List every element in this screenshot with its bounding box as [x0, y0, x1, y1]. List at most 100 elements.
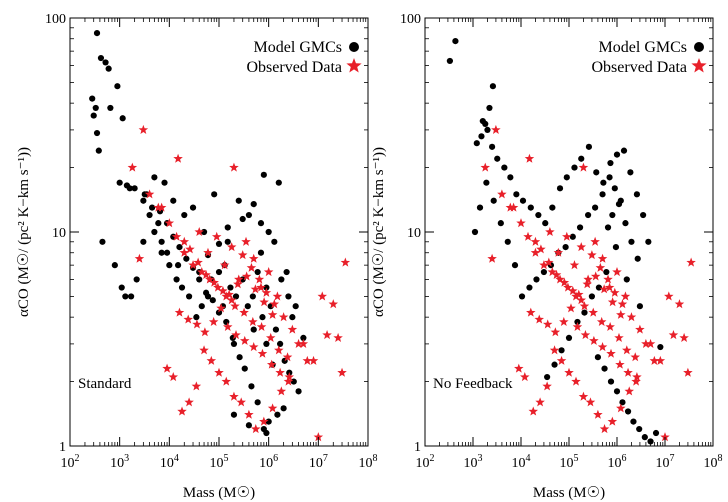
data-point-observed [248, 316, 258, 326]
data-point-observed [576, 242, 587, 252]
data-point-observed [578, 162, 589, 172]
data-point-observed [254, 274, 265, 284]
data-point-model-gmc [519, 197, 527, 204]
data-point-observed [607, 297, 618, 307]
data-point-observed [267, 403, 278, 413]
data-point-observed [528, 406, 539, 416]
data-point-model-gmc [574, 318, 581, 326]
data-point-model-gmc [535, 211, 542, 219]
data-point-model-gmc [215, 309, 223, 316]
data-point-observed [597, 253, 608, 263]
data-point-model-gmc [272, 326, 280, 333]
x-tick-label: 105 [560, 453, 579, 471]
data-point-observed [171, 231, 182, 241]
data-point-model-gmc [490, 197, 497, 204]
data-point-observed [590, 236, 600, 246]
y-axis-label: αCO (M☉/ (pc² K−km s⁻¹)) [371, 147, 387, 317]
data-point-model-gmc [652, 429, 660, 437]
data-point-observed [571, 376, 581, 386]
data-point-observed [544, 257, 554, 267]
data-point-model-gmc [569, 233, 576, 240]
data-point-model-gmc [249, 293, 256, 300]
data-point-model-gmc [183, 255, 190, 262]
data-point-model-gmc [600, 179, 607, 186]
data-point-model-gmc [275, 179, 282, 186]
data-point-observed [596, 316, 607, 326]
series-model-gmcs [89, 29, 307, 437]
data-point-model-gmc [128, 293, 135, 300]
data-point-model-gmc [636, 303, 644, 310]
data-point-observed [597, 342, 608, 352]
data-point-model-gmc [149, 204, 156, 211]
data-point-model-gmc [549, 204, 556, 211]
data-point-model-gmc [612, 244, 620, 251]
data-point-model-gmc [471, 228, 479, 236]
data-point-observed [164, 218, 175, 228]
data-point-observed [614, 332, 624, 342]
panel-label: Standard [78, 376, 132, 392]
data-point-model-gmc [211, 191, 218, 198]
data-point-observed [256, 321, 267, 331]
data-point-observed [188, 260, 198, 270]
data-point-model-gmc [250, 326, 257, 333]
data-point-model-gmc [230, 340, 238, 347]
data-point-model-gmc [173, 276, 180, 283]
data-point-model-gmc [542, 220, 549, 227]
data-point-model-gmc [119, 115, 126, 122]
data-point-observed [192, 319, 202, 329]
data-point-model-gmc [140, 197, 147, 204]
data-point-observed [313, 432, 324, 442]
data-point-model-gmc [230, 411, 238, 418]
data-point-observed [487, 253, 497, 263]
data-point-model-gmc [647, 438, 654, 445]
data-point-model-gmc [215, 240, 223, 247]
data-point-observed [259, 297, 269, 307]
data-point-model-gmc [479, 117, 486, 125]
x-axis-label: Mass (M☉) [533, 485, 605, 501]
data-point-observed [585, 397, 596, 407]
legend-marker-star [691, 58, 707, 73]
data-point-observed [322, 330, 332, 340]
data-point-model-gmc [289, 314, 296, 321]
data-point-observed [241, 271, 252, 281]
legend: Model GMCs Observed Data [246, 39, 362, 76]
data-point-model-gmc [161, 179, 168, 186]
data-point-model-gmc [170, 197, 177, 204]
y-tick-label: 100 [45, 12, 66, 27]
data-point-observed [610, 287, 620, 297]
data-point-observed [589, 335, 599, 345]
data-point-observed [555, 274, 565, 284]
data-point-model-gmc [174, 262, 182, 269]
data-point-observed [256, 282, 266, 292]
data-point-model-gmc [158, 238, 165, 245]
data-point-observed [185, 244, 195, 254]
data-point-model-gmc [518, 293, 526, 300]
data-point-model-gmc [609, 211, 616, 219]
data-point-model-gmc [620, 147, 628, 154]
chart-panel-1: 102 103 104 105 106 107 108 1 10 100 Mass (M☉) αCO … [16, 12, 378, 501]
data-point-model-gmc [107, 104, 114, 112]
legend-label-model-gmcs: Model GMCs [599, 39, 687, 56]
data-point-observed [244, 409, 254, 419]
data-point-model-gmc [640, 211, 647, 219]
data-point-model-gmc [486, 104, 493, 112]
data-point-observed [153, 202, 164, 212]
data-point-observed [635, 324, 645, 334]
data-point-observed [203, 247, 213, 257]
data-point-observed [539, 260, 549, 270]
data-point-model-gmc [607, 378, 615, 385]
data-point-model-gmc [235, 197, 242, 204]
data-point-model-gmc [292, 303, 299, 310]
data-point-model-gmc [140, 238, 147, 245]
data-point-model-gmc [562, 244, 569, 251]
data-point-observed [542, 381, 552, 391]
data-point-model-gmc [489, 83, 497, 90]
data-point-observed [660, 432, 670, 442]
data-point-observed [674, 299, 685, 309]
data-point-observed [683, 367, 693, 377]
data-point-observed [576, 295, 587, 305]
data-point-observed [250, 284, 261, 294]
data-point-model-gmc [224, 224, 231, 231]
data-point-observed [599, 424, 610, 434]
data-point-observed [578, 391, 589, 401]
